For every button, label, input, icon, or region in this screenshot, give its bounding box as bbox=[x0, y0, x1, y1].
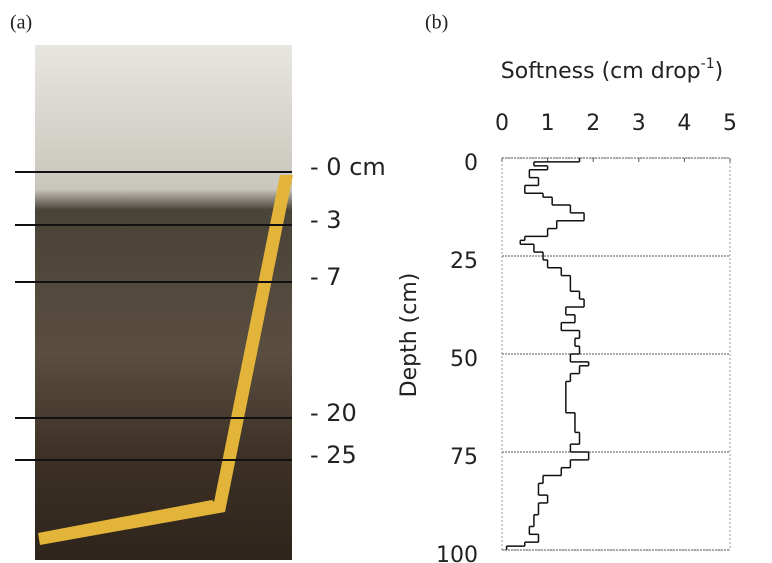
x-tick-label: 0 bbox=[495, 111, 509, 136]
depth-label: - 20 bbox=[310, 399, 357, 427]
panel-label: (b) bbox=[425, 12, 448, 34]
photo bbox=[35, 45, 293, 560]
x-title-text: Softness (cm drop bbox=[501, 59, 701, 84]
depth-label: - 25 bbox=[310, 441, 357, 469]
figure: (a) (b) Softness (cm drop-1) Depth (cm) … bbox=[0, 0, 772, 563]
x-tick-label: 2 bbox=[586, 111, 600, 136]
y-tick-label: 75 bbox=[450, 445, 478, 470]
y-tick-label: 50 bbox=[450, 347, 478, 372]
depth-label: - 3 bbox=[310, 206, 342, 234]
depth-label: - 7 bbox=[310, 263, 342, 291]
x-tick-label: 1 bbox=[541, 111, 555, 136]
x-title-sup: -1 bbox=[701, 56, 715, 72]
y-tick-label: 25 bbox=[450, 249, 478, 274]
soil-photo bbox=[35, 45, 292, 560]
x-tick-label: 4 bbox=[677, 111, 691, 136]
depth-label: - 0 cm bbox=[310, 153, 386, 181]
x-axis-title: Softness (cm drop-1) bbox=[501, 56, 723, 84]
y-tick-label: 100 bbox=[436, 543, 478, 563]
x-tick-label: 5 bbox=[723, 111, 737, 136]
x-title-end: ) bbox=[715, 59, 724, 84]
panel-label: (a) bbox=[10, 12, 32, 34]
y-tick-label: 0 bbox=[464, 151, 478, 176]
x-tick-label: 3 bbox=[632, 111, 646, 136]
y-axis-title: Depth (cm) bbox=[397, 273, 422, 398]
